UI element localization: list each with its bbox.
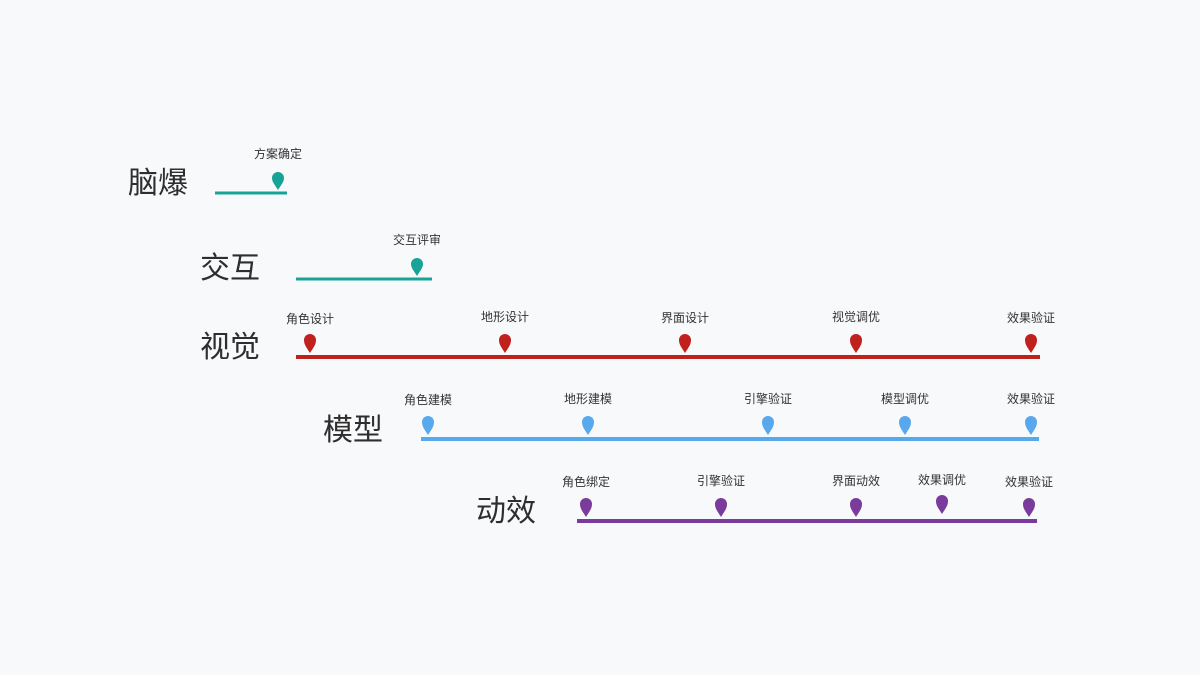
map-pin-icon (1025, 416, 1037, 435)
row-motion: 动效 角色绑定 引擎验证 界面动效 效果调优 效果验证 (476, 472, 1053, 529)
milestone-label: 引擎验证 (744, 391, 792, 406)
row-brainstorm: 脑爆 方案确定 (128, 146, 302, 201)
milestone-label: 方案确定 (254, 146, 302, 161)
milestone-marker (272, 172, 284, 190)
milestone-label: 模型调优 (881, 392, 929, 406)
milestone-marker (936, 495, 948, 514)
map-pin-icon (272, 172, 284, 190)
row-model: 模型 角色建模 地形建模 引擎验证 模型调优 效果验证 (323, 391, 1055, 448)
milestone-label: 效果验证 (1007, 391, 1055, 406)
row-label-model: 模型 (323, 413, 383, 448)
milestone-marker (422, 416, 434, 435)
milestone-label: 界面设计 (661, 311, 709, 325)
row-label-visual: 视觉 (200, 330, 260, 365)
map-pin-icon (899, 416, 911, 435)
row-label-brainstorm: 脑爆 (128, 166, 188, 201)
milestone-label: 角色建模 (404, 393, 452, 407)
row-visual: 视觉 角色设计 地形设计 界面设计 视觉调优 效果验证 (200, 309, 1055, 365)
row-label-motion: 动效 (476, 494, 536, 529)
map-pin-icon (411, 258, 423, 276)
map-pin-icon (499, 334, 511, 353)
map-pin-icon (936, 495, 948, 514)
map-pin-icon (582, 416, 594, 435)
milestone-label: 角色绑定 (562, 474, 610, 489)
milestone-marker (411, 258, 423, 276)
milestone-marker (899, 416, 911, 435)
milestone-marker (1025, 416, 1037, 435)
milestone-label: 视觉调优 (832, 309, 880, 324)
map-pin-icon (1025, 334, 1037, 353)
milestone-label: 效果验证 (1007, 310, 1055, 325)
map-pin-icon (850, 498, 862, 517)
milestone-marker (715, 498, 727, 517)
row-label-interaction: 交互 (200, 251, 260, 286)
map-pin-icon (422, 416, 434, 435)
milestone-label: 地形建模 (564, 392, 612, 406)
milestone-label: 引擎验证 (697, 473, 745, 488)
map-pin-icon (715, 498, 727, 517)
map-pin-icon (679, 334, 691, 353)
milestone-label: 角色设计 (286, 312, 334, 326)
row-interaction: 交互 交互评审 (200, 232, 441, 286)
milestone-marker (1023, 498, 1035, 517)
milestone-marker (1025, 334, 1037, 353)
milestone-marker (679, 334, 691, 353)
milestone-marker (850, 498, 862, 517)
milestone-marker (762, 416, 774, 435)
milestone-label: 交互评审 (393, 232, 441, 247)
milestone-marker (850, 334, 862, 353)
milestone-marker (499, 334, 511, 353)
milestone-label: 界面动效 (832, 473, 880, 488)
milestone-label: 地形设计 (481, 310, 529, 324)
milestone-label: 效果验证 (1005, 474, 1053, 489)
map-pin-icon (1023, 498, 1035, 517)
map-pin-icon (850, 334, 862, 353)
milestone-marker (582, 416, 594, 435)
map-pin-icon (304, 334, 316, 353)
milestone-label: 效果调优 (918, 472, 966, 487)
milestone-marker (580, 498, 592, 517)
milestone-marker (304, 334, 316, 353)
map-pin-icon (580, 498, 592, 517)
map-pin-icon (762, 416, 774, 435)
